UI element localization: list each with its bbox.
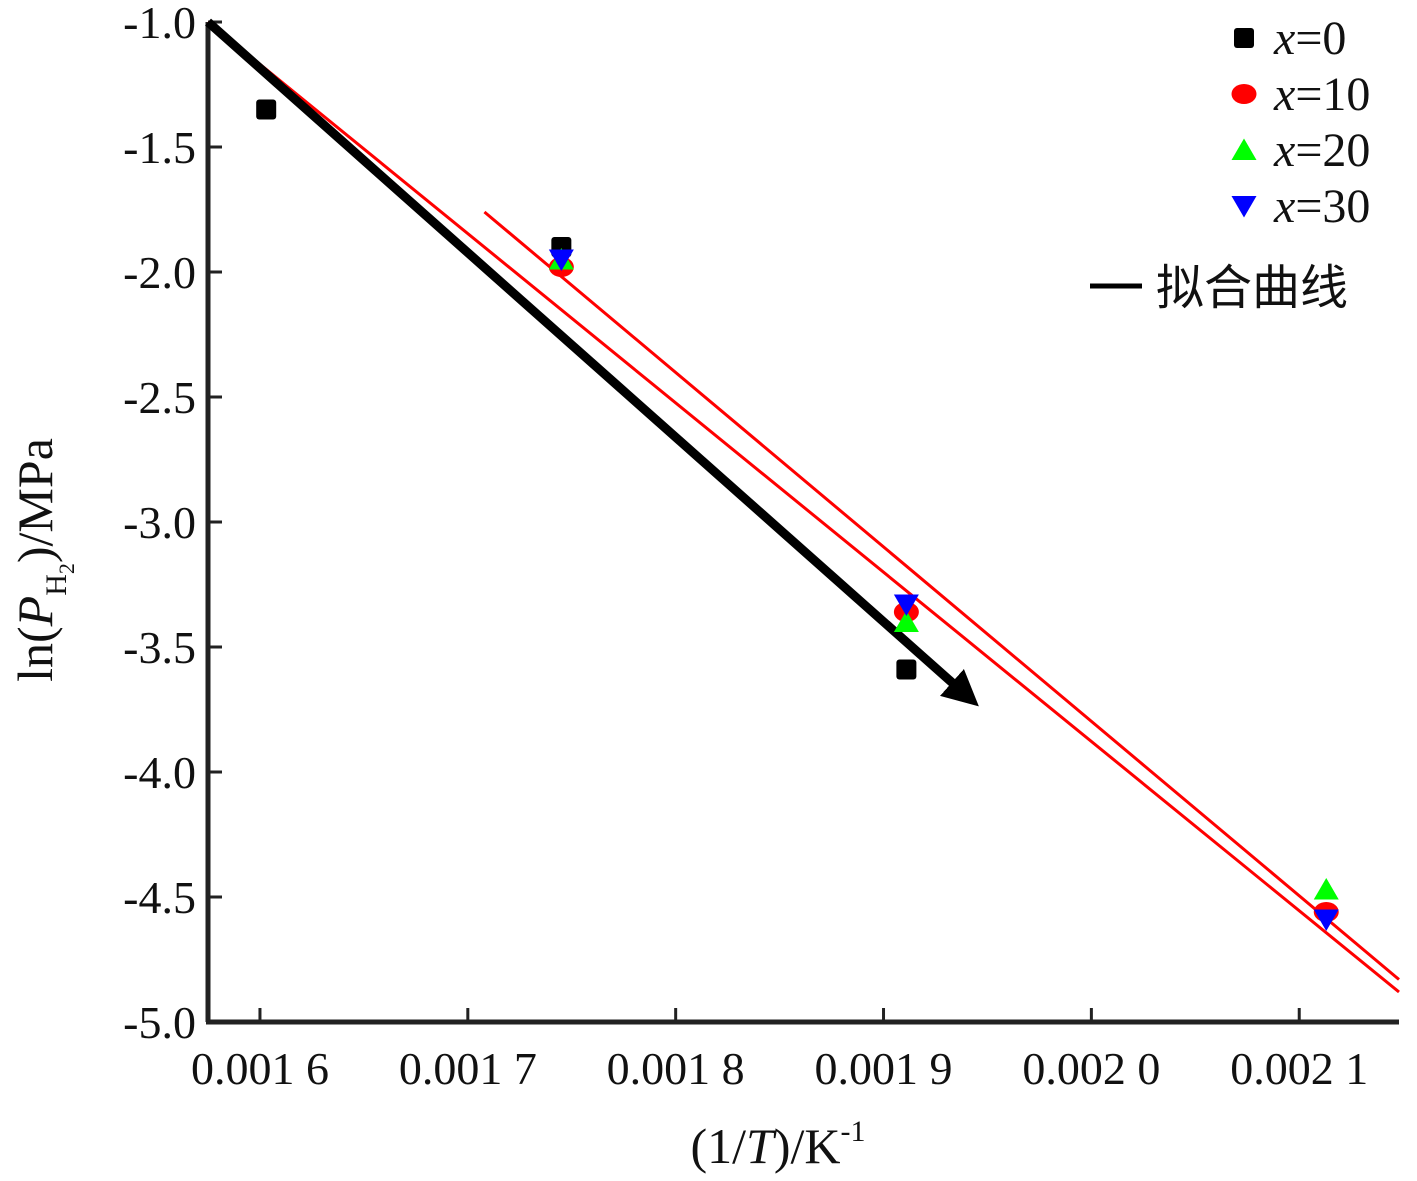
y-tick-label: -2.0 [123,247,196,298]
trend-arrow [205,18,979,707]
data-point-series-2 [893,610,919,632]
arrow-annotation [205,18,979,707]
fit-lines [207,20,1400,994]
y-tick-label: -4.5 [123,872,196,923]
fit-line [483,210,1400,981]
data-point-series-3 [548,249,574,271]
x-axis-ticks: 0.001 6 0.001 7 0.001 8 0.001 9 0.002 0 0.002… [191,1008,1368,1094]
x-tick-label: 0.001 8 [607,1043,745,1094]
legend-label: x=20 [1273,124,1370,177]
data-point-series-0 [256,99,277,120]
legend-label: x=10 [1273,68,1370,121]
y-tick-label: -1.5 [123,122,196,173]
x-tick-label: 0.001 9 [815,1043,953,1094]
data-point-series-2 [1313,878,1339,900]
y-tick-label: -3.0 [123,497,196,548]
legend-marker [1234,28,1254,48]
data-point-series-3 [893,594,919,616]
y-tick-label: -5.0 [123,997,196,1048]
y-axis-label: ln(PH2)/MPa [7,438,79,682]
plot-area: -1.0 -1.5 -2.0 -2.5 -3.0 -3.5 -4.0 -4.5 -5.0 0.0… [123,0,1400,1094]
legend-marker [1231,196,1257,218]
data-point-series-0 [896,659,917,680]
y-tick-label: -4.0 [123,747,196,798]
y-tick-label: -1.0 [123,0,196,48]
y-tick-label: -3.5 [123,622,196,673]
legend-marker [1231,138,1257,160]
data-points [256,99,1339,931]
legend: x=0x=10x=20x=30 拟合曲线 [1090,12,1370,316]
x-tick-label: 0.001 6 [191,1043,329,1094]
legend-label: x=0 [1273,12,1346,65]
x-tick-label: 0.002 1 [1230,1043,1368,1094]
legend-marker [1231,84,1257,104]
legend-label: x=30 [1273,180,1370,233]
fit-line [207,20,1400,994]
y-axis-ticks: -1.0 -1.5 -2.0 -2.5 -3.0 -3.5 -4.0 -4.5 -5.0 [123,0,222,1048]
x-axis-label: (1/T)/K-1 [690,1115,865,1174]
data-point-series-3 [1313,909,1339,931]
legend-fit-label: 拟合曲线 [1156,260,1348,316]
x-tick-label: 0.002 0 [1022,1043,1160,1094]
x-tick-label: 0.001 7 [399,1043,537,1094]
y-tick-label: -2.5 [123,372,196,423]
